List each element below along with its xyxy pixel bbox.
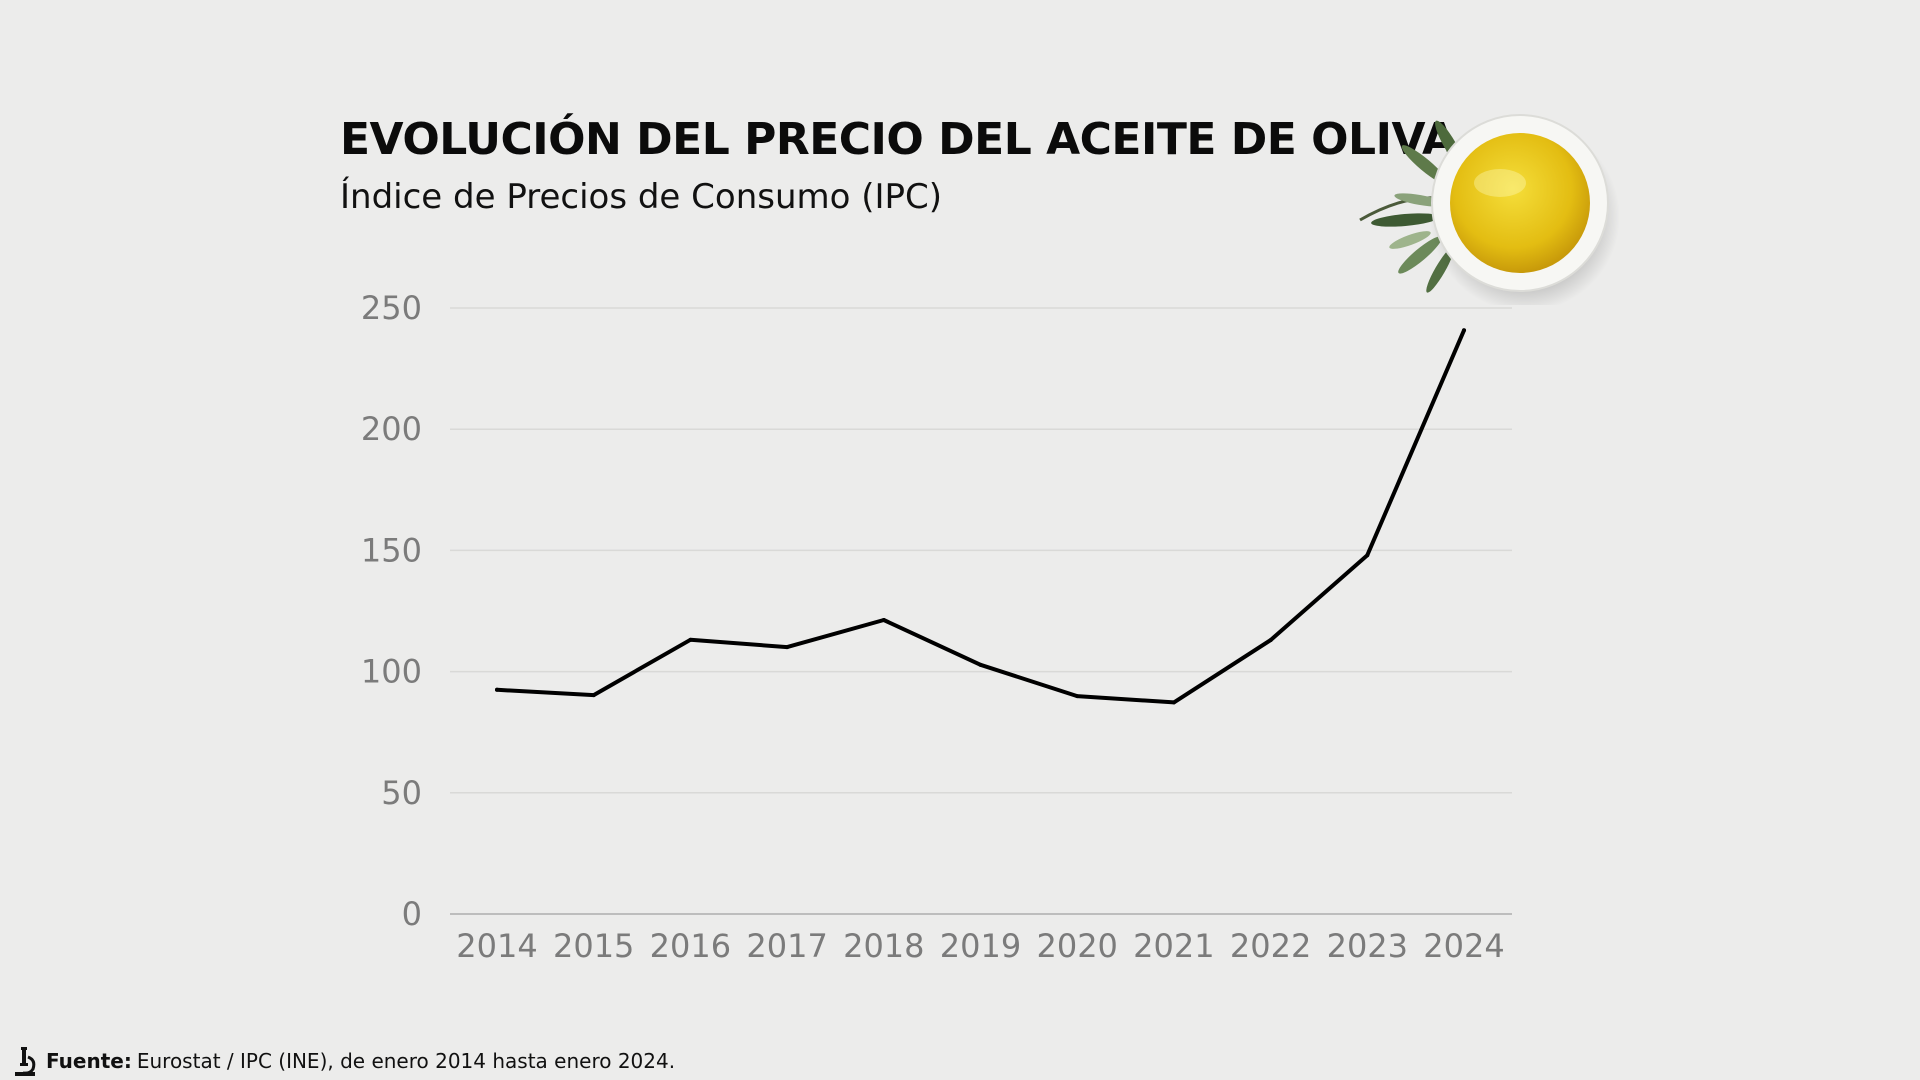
series-line [495,328,1466,705]
source-note: Fuente: Eurostat / IPC (INE), de enero 2… [12,1045,675,1077]
data-point [1268,638,1273,643]
source-text: Eurostat / IPC (INE), de enero 2014 hast… [136,1049,676,1073]
data-point [1462,328,1466,333]
x-tick-label: 2020 [1036,927,1117,965]
x-tick-label: 2024 [1423,927,1504,965]
x-tick-label: 2022 [1230,927,1311,965]
line-chart: 0 50 100 150 200 250 2014 2015 2016 2017 2018 2019… [361,289,1512,965]
olive-oil-bowl-icon [1359,114,1620,305]
y-tick-label: 0 [402,895,422,933]
x-tick-label: 2015 [553,927,634,965]
data-point [1365,553,1370,558]
y-axis-ticks: 0 50 100 150 200 250 [361,289,422,933]
x-tick-label: 2016 [650,927,731,965]
x-axis-ticks: 2014 2015 2016 2017 2018 2019 2020 2021 2022 2023… [456,927,1504,965]
microscope-icon [15,1047,36,1076]
data-point [495,687,499,692]
chart-subtitle: Índice de Precios de Consumo (IPC) [340,177,943,217]
x-tick-label: 2017 [746,927,827,965]
data-point [688,637,693,642]
data-point [1171,700,1176,705]
x-tick-label: 2018 [843,927,924,965]
x-tick-label: 2023 [1327,927,1408,965]
y-tick-label: 50 [381,774,422,812]
y-tick-label: 200 [361,410,422,448]
data-point [591,693,596,698]
y-tick-label: 250 [361,289,422,327]
data-point [785,645,790,650]
y-tick-label: 150 [361,531,422,569]
data-point [881,617,886,622]
data-point [1075,694,1080,699]
data-point [978,662,983,667]
x-tick-label: 2014 [456,927,537,965]
x-tick-label: 2021 [1133,927,1214,965]
chart-title: EVOLUCIÓN DEL PRECIO DEL ACEITE DE OLIVA [340,114,1456,165]
x-tick-label: 2019 [940,927,1021,965]
gridlines [450,307,1512,915]
series-lines [495,328,1466,705]
source-label: Fuente: [46,1049,132,1073]
y-tick-label: 100 [361,653,422,691]
